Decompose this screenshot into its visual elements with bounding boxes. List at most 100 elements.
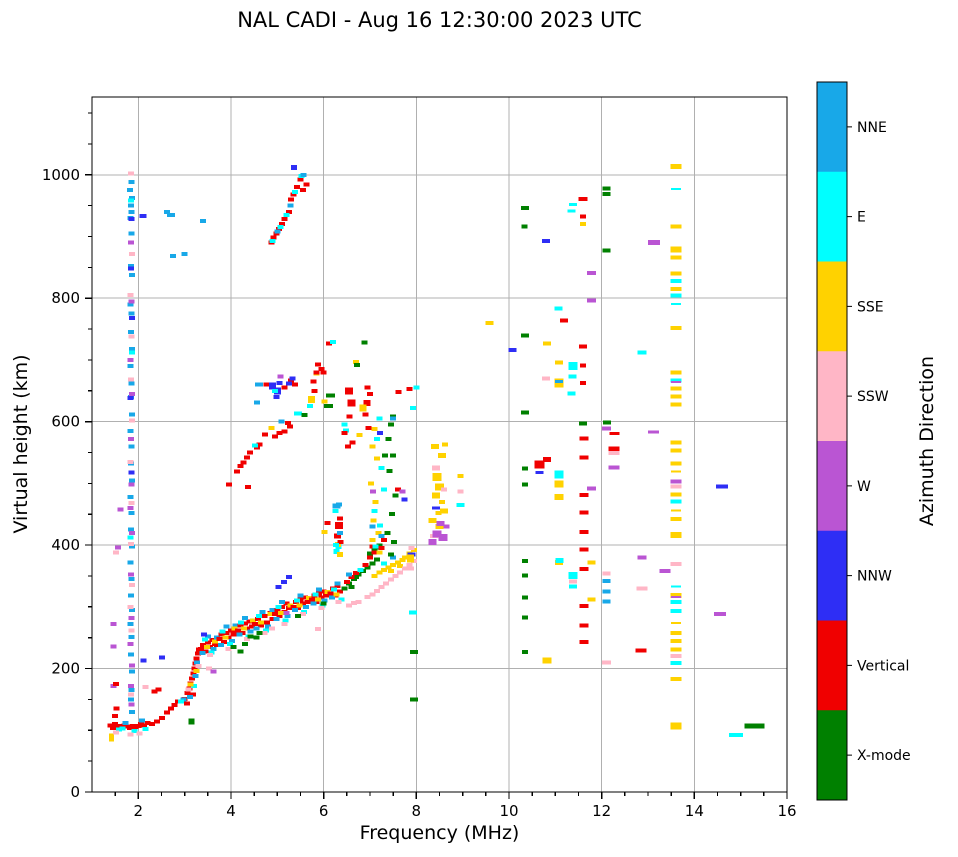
data-point	[522, 559, 529, 564]
data-point	[384, 530, 391, 535]
data-point	[128, 635, 135, 640]
data-point	[369, 524, 376, 529]
data-point	[602, 599, 611, 604]
data-point	[241, 615, 248, 620]
data-point	[670, 621, 681, 624]
data-point	[428, 539, 437, 546]
data-point	[392, 573, 399, 578]
data-point	[333, 548, 340, 554]
data-point	[602, 589, 611, 594]
data-point	[281, 385, 288, 390]
data-point	[394, 487, 401, 492]
data-point	[442, 442, 449, 447]
data-point	[326, 341, 333, 346]
data-point	[380, 567, 387, 572]
data-point	[333, 543, 340, 548]
data-point	[308, 395, 316, 403]
data-point	[237, 623, 244, 628]
data-point	[282, 618, 289, 623]
data-point	[322, 593, 329, 598]
data-point	[329, 595, 336, 600]
data-point	[140, 723, 147, 728]
data-point	[297, 177, 304, 182]
data-point	[353, 575, 360, 580]
data-point	[153, 719, 160, 724]
axes-frame	[85, 96, 788, 799]
data-point	[522, 573, 529, 578]
data-point	[128, 315, 135, 320]
data-point	[274, 229, 281, 234]
data-point	[207, 652, 214, 657]
data-point	[670, 585, 681, 588]
data-point	[269, 607, 276, 612]
data-point	[128, 346, 135, 351]
data-point	[370, 518, 377, 523]
data-point	[402, 555, 409, 560]
data-point	[127, 732, 134, 737]
data-point	[140, 658, 147, 663]
data-point	[286, 424, 293, 429]
data-point	[128, 299, 135, 304]
data-point	[142, 727, 149, 732]
data-point	[579, 493, 589, 498]
data-point	[568, 374, 577, 379]
data-point	[310, 379, 317, 384]
data-point	[670, 593, 682, 599]
data-point	[390, 555, 397, 560]
data-point	[217, 643, 224, 648]
data-point	[128, 418, 135, 423]
data-point	[670, 532, 682, 539]
data-point	[287, 603, 294, 608]
data-point	[295, 606, 302, 611]
data-point	[320, 589, 327, 594]
data-point	[109, 725, 116, 730]
data-point	[410, 697, 419, 702]
data-point	[192, 673, 199, 678]
data-point	[131, 728, 138, 733]
data-point	[522, 649, 529, 654]
data-point	[127, 541, 134, 546]
data-point	[290, 192, 297, 197]
data-point	[301, 412, 308, 417]
data-point	[387, 577, 394, 582]
data-point	[363, 400, 371, 407]
data-point	[383, 581, 390, 586]
data-point	[413, 385, 420, 390]
data-point	[181, 251, 188, 256]
data-point	[522, 615, 529, 620]
data-point	[602, 191, 611, 196]
data-point	[305, 596, 312, 601]
data-point	[277, 374, 284, 379]
data-point	[202, 649, 209, 654]
data-point	[223, 624, 230, 629]
data-point	[659, 569, 671, 574]
data-point	[274, 607, 281, 612]
data-point	[521, 224, 528, 229]
data-point	[380, 487, 387, 492]
data-point	[255, 614, 262, 619]
data-point	[281, 429, 288, 434]
data-point	[127, 377, 134, 382]
data-point	[155, 687, 162, 692]
data-point	[435, 511, 442, 516]
data-point	[587, 560, 596, 565]
data-point	[128, 350, 135, 355]
data-point	[112, 722, 119, 727]
data-point	[128, 544, 135, 549]
data-point	[295, 614, 302, 619]
data-point	[127, 266, 134, 271]
data-point	[608, 465, 620, 470]
data-point	[369, 538, 376, 543]
data-point	[601, 660, 611, 665]
data-point	[670, 224, 682, 229]
data-point	[369, 561, 376, 566]
data-point	[397, 564, 404, 569]
data-point	[128, 251, 135, 256]
data-point	[371, 573, 378, 578]
data-point	[341, 586, 348, 591]
data-point	[401, 566, 408, 571]
svg-text:400: 400	[51, 536, 80, 554]
data-point	[670, 187, 681, 190]
data-point	[713, 612, 726, 617]
